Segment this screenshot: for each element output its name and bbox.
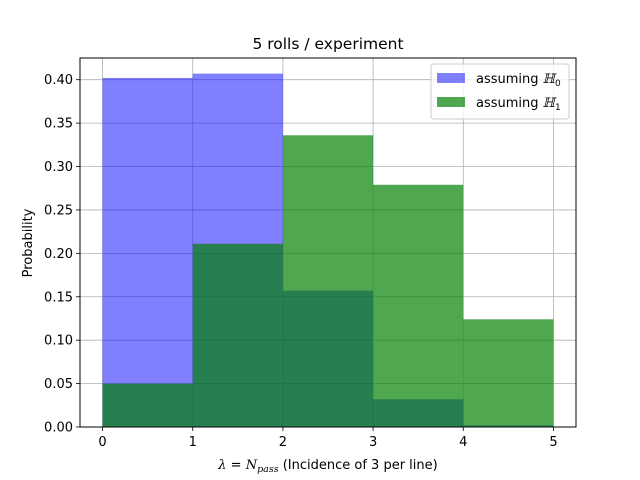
- y-tick-label: 0.00: [44, 421, 73, 436]
- chart-title: 5 rolls / experiment: [252, 35, 403, 53]
- x-tick-label: 1: [189, 435, 197, 450]
- bar-series0-bin0: [102, 77, 193, 427]
- x-axis-title: λ = Npass (Incidence of 3 per line): [217, 458, 437, 475]
- legend-swatch-h1: [437, 97, 465, 107]
- bar-series1-bin4: [463, 319, 554, 427]
- x-axis-title-lambda: λ: [217, 458, 226, 473]
- y-tick-label: 0.30: [44, 160, 73, 175]
- y-tick-label: 0.05: [44, 377, 73, 392]
- y-tick-label: 0.20: [44, 247, 73, 262]
- legend-label-h1: assuming ℍ1: [476, 96, 561, 113]
- histogram-bars: [102, 73, 554, 427]
- bar-series1-bin0: [102, 383, 193, 427]
- legend-box: [430, 63, 570, 120]
- legend-label-h1-subscript: 1: [555, 103, 561, 113]
- x-axis-title-n: N: [245, 458, 258, 473]
- legend-label-h1-text: assuming: [476, 96, 543, 111]
- bar-series1-bin1: [192, 243, 283, 427]
- x-tick-label: 5: [549, 435, 557, 450]
- legend-label-h1-symbol: ℍ: [543, 96, 558, 111]
- y-tick-label: 0.15: [44, 290, 73, 305]
- y-tick-label: 0.10: [44, 334, 73, 349]
- axes-frame: [79, 57, 577, 428]
- y-tick-label: 0.25: [44, 203, 73, 218]
- bar-series1-bin2: [282, 135, 374, 427]
- legend-label-h0-subscript: 0: [555, 79, 561, 89]
- legend-label-h0: assuming ℍ0: [476, 72, 561, 89]
- y-tick-label: 0.40: [44, 73, 73, 88]
- legend-label-h0-symbol: ℍ: [543, 72, 558, 87]
- x-tick-label: 2: [279, 435, 287, 450]
- x-axis-title-equals: =: [227, 458, 246, 473]
- legend-swatch-h0: [437, 73, 465, 83]
- x-tick-label: 4: [459, 435, 467, 450]
- x-tick-label: 3: [369, 435, 377, 450]
- legend: assuming ℍ0 assuming ℍ1: [430, 63, 570, 120]
- x-axis-title-subscript: pass: [257, 464, 279, 475]
- y-axis-title: Probability: [21, 208, 36, 277]
- axis-ticks: 0 1 2 3 4 5 0.00 0.05 0.10 0.15 0.20 0.25 0.30 0.35 0.…: [44, 73, 558, 450]
- y-tick-label: 0.35: [44, 117, 73, 132]
- x-tick-label: 0: [98, 435, 106, 450]
- bar-series1-bin3: [373, 184, 464, 427]
- legend-label-h0-text: assuming: [476, 72, 543, 87]
- x-axis-title-rest: (Incidence of 3 per line): [279, 458, 438, 473]
